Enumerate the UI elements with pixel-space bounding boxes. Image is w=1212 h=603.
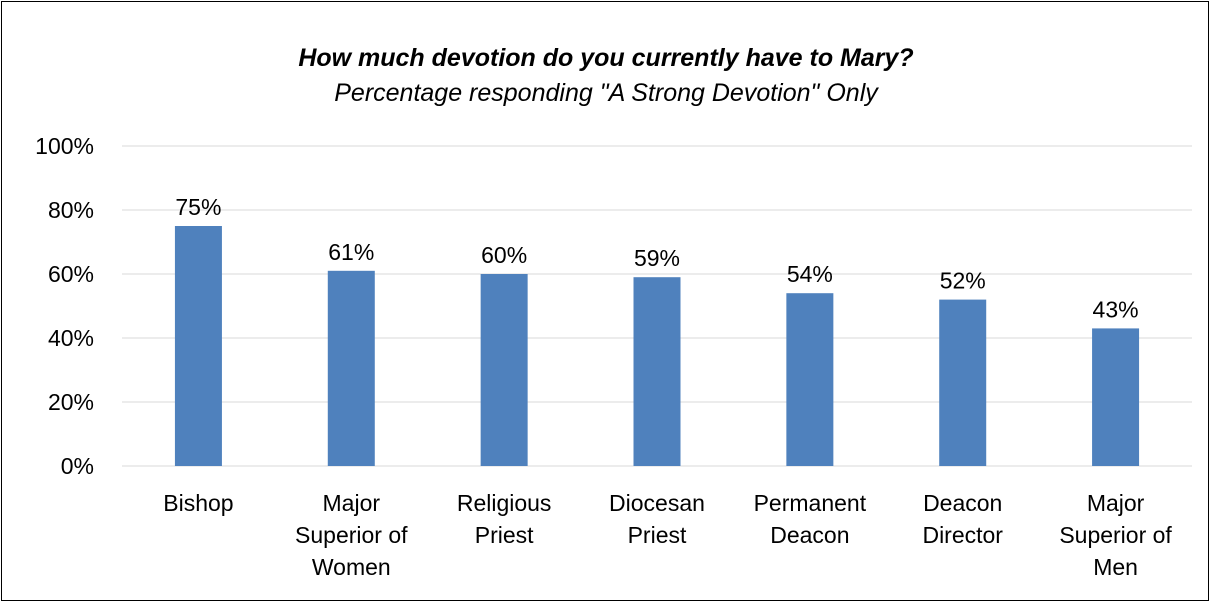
- x-tick-label-line: Deacon: [923, 490, 1002, 516]
- x-tick-label: Major Superior of Men: [1059, 490, 1172, 580]
- x-tick-label-line: Major: [1087, 490, 1145, 516]
- bar: [1092, 328, 1140, 466]
- x-tick-label: Religious Priest: [457, 490, 552, 548]
- x-tick-label: Diocesan Priest: [609, 490, 705, 548]
- x-tick-label: Deacon Director: [922, 490, 1003, 548]
- x-tick-label-line: Priest: [475, 522, 534, 548]
- x-tick-label: Major Superior of Women: [295, 490, 408, 580]
- y-tick-label: 100%: [35, 133, 94, 159]
- x-tick-label-line: Superior of: [295, 522, 408, 548]
- bar: [939, 299, 987, 466]
- bars: [174, 226, 1140, 466]
- x-tick-label-line: Men: [1093, 554, 1138, 580]
- x-tick-label-line: Deacon: [770, 522, 849, 548]
- bar: [174, 226, 222, 466]
- x-tick-label-line: Superior of: [1059, 522, 1172, 548]
- x-tick-label-line: Priest: [628, 522, 687, 548]
- bar: [327, 270, 375, 466]
- data-label: 59%: [634, 245, 680, 271]
- y-tick-label: 40%: [48, 325, 94, 351]
- x-tick-label: Permanent Deacon: [754, 490, 867, 548]
- bar: [633, 277, 681, 466]
- data-label: 54%: [787, 261, 833, 287]
- data-label: 43%: [1093, 296, 1139, 322]
- data-label: 52%: [940, 268, 986, 294]
- bar: [480, 274, 528, 466]
- x-tick-label-line: Permanent: [754, 490, 867, 516]
- y-axis-tick-labels: 0% 20% 40% 60% 80% 100%: [35, 133, 94, 479]
- x-tick-label-line: Women: [312, 554, 391, 580]
- y-tick-label: 0%: [61, 453, 94, 479]
- chart-subtitle: Percentage responding "A Strong Devotion…: [334, 79, 878, 107]
- y-tick-label: 20%: [48, 389, 94, 415]
- x-tick-label-line: Bishop: [163, 490, 233, 516]
- chart-title: How much devotion do you currently have …: [298, 44, 914, 72]
- data-label: 60%: [481, 242, 527, 268]
- x-axis-category-labels: Bishop Major Superior of Women Religious Prie…: [163, 490, 1172, 580]
- data-labels: 75% 61% 60% 59% 54% 52% 43%: [175, 194, 1138, 322]
- x-tick-label: Bishop: [163, 490, 233, 516]
- data-label: 75%: [175, 194, 221, 220]
- bar: [786, 293, 834, 466]
- y-tick-label: 80%: [48, 197, 94, 223]
- x-tick-label-line: Diocesan: [609, 490, 705, 516]
- x-tick-label-line: Religious: [457, 490, 552, 516]
- x-tick-label-line: Director: [922, 522, 1003, 548]
- y-tick-label: 60%: [48, 261, 94, 287]
- x-tick-label-line: Major: [323, 490, 381, 516]
- data-label: 61%: [328, 239, 374, 265]
